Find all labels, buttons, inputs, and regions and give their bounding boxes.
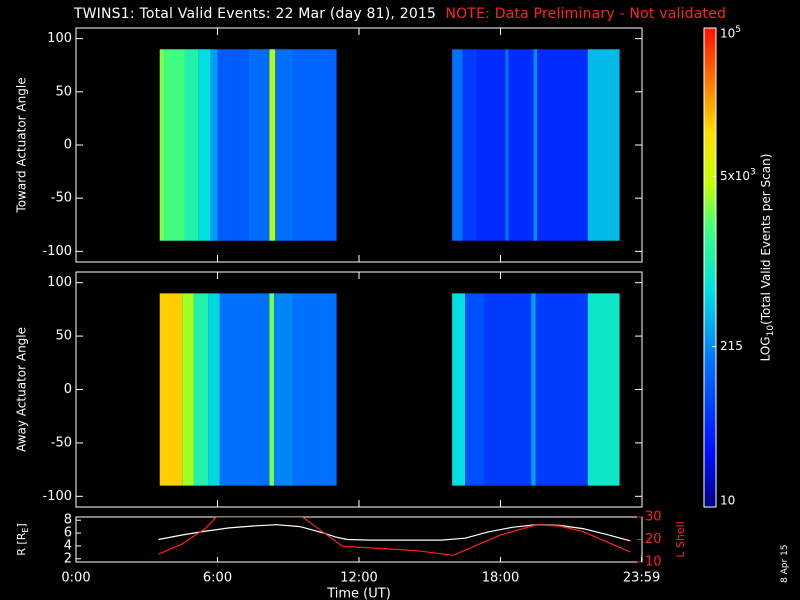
radius-ytick-label: 4 bbox=[64, 538, 72, 553]
radius-line bbox=[158, 524, 631, 542]
toward-heat-column bbox=[452, 49, 463, 241]
toward-heat-column bbox=[476, 49, 506, 241]
colorbar-tick-exp: 5 bbox=[735, 25, 741, 35]
toward-ytick-label: -50 bbox=[51, 191, 72, 206]
time-xtick-label: 23:59 bbox=[623, 571, 660, 586]
away-ytick-label: 100 bbox=[47, 275, 72, 290]
toward-heat-column bbox=[269, 49, 276, 241]
toward-heat-column bbox=[184, 49, 199, 241]
away-heat-column bbox=[465, 293, 484, 486]
radius-ytick-label: 2 bbox=[64, 551, 72, 566]
away-heat-column bbox=[535, 293, 588, 486]
toward-ytick-label: 100 bbox=[47, 31, 72, 46]
radius-ytick-label: 8 bbox=[64, 513, 72, 528]
away-heat-column bbox=[159, 293, 183, 486]
colorbar-tick-label: 215 bbox=[720, 339, 743, 353]
toward-heat-column bbox=[505, 49, 509, 241]
away-heat-column bbox=[208, 293, 220, 486]
lshell-ytick-label: 20 bbox=[645, 532, 662, 547]
toward-heat-column bbox=[198, 49, 211, 241]
title-note: NOTE: Data Preliminary - Not validated bbox=[445, 6, 727, 22]
time-xtick-label: 6:00 bbox=[203, 571, 232, 586]
radius-ytick-label: 6 bbox=[64, 526, 72, 541]
away-heat-column bbox=[483, 293, 532, 486]
colorbar-tick-label: 5x103 bbox=[720, 167, 756, 183]
toward-heat-column bbox=[164, 49, 185, 241]
toward-heat-column bbox=[210, 49, 218, 241]
toward-ytick-label: 0 bbox=[64, 138, 72, 153]
toward-heat-column bbox=[537, 49, 588, 241]
colorbar-gradient bbox=[703, 27, 717, 508]
title-main: TWINS1: Total Valid Events: 22 Mar (day … bbox=[73, 6, 437, 22]
toward-heat-column bbox=[248, 49, 270, 241]
away-heat-column bbox=[182, 293, 194, 486]
toward-heat-column bbox=[533, 49, 538, 241]
toward-heat-column bbox=[217, 49, 249, 241]
away-heat-column bbox=[587, 293, 620, 486]
away-ylabel: Away Actuator Angle bbox=[15, 327, 29, 452]
radius-ylabel-sub: E bbox=[21, 528, 30, 533]
time-xtick-label: 0:00 bbox=[61, 571, 90, 586]
colorbar-label-rest: (Total Valid Events per Scan) bbox=[759, 154, 773, 325]
radius-ylabel: R [RE] bbox=[15, 523, 30, 555]
colorbar-tick-label: 105 bbox=[720, 25, 741, 41]
toward-ytick-label: 50 bbox=[55, 84, 72, 99]
away-heat-column bbox=[292, 293, 337, 486]
toward-heat-column bbox=[292, 49, 337, 241]
away-ytick-label: 0 bbox=[64, 382, 72, 397]
away-heat-column bbox=[452, 293, 466, 486]
lshell-line bbox=[158, 517, 631, 556]
chart-title: TWINS1: Total Valid Events: 22 Mar (day … bbox=[0, 6, 800, 22]
away-ytick-label: 50 bbox=[55, 329, 72, 344]
lshell-ytick-label: 30 bbox=[645, 510, 662, 525]
time-xtick-label: 18:00 bbox=[482, 571, 519, 586]
away-heat-column bbox=[219, 293, 270, 486]
toward-heat-column bbox=[508, 49, 534, 241]
lshell-ylabel: L Shell bbox=[674, 521, 687, 557]
away-heat-column bbox=[274, 293, 293, 486]
colorbar-tick-exp: 3 bbox=[750, 167, 756, 177]
colorbar-label-sub: 10 bbox=[766, 325, 776, 337]
away-heat-column bbox=[269, 293, 275, 486]
toward-ytick-label: -100 bbox=[42, 244, 72, 259]
time-xtick-label: 12:00 bbox=[340, 571, 377, 586]
away-heat-column bbox=[531, 293, 536, 486]
away-angle-panel: 100 50 0 -50 -100 Away Actuator Angle bbox=[15, 271, 643, 508]
toward-heat-column bbox=[462, 49, 477, 241]
toward-angle-panel: 100 50 0 -50 -100 Toward Actuator Angle bbox=[15, 27, 643, 263]
date-stamp: 8 Apr 15 bbox=[780, 544, 790, 583]
toward-ylabel: Toward Actuator Angle bbox=[15, 77, 29, 213]
toward-heat-column bbox=[159, 49, 165, 241]
away-ytick-label: -50 bbox=[51, 435, 72, 450]
away-ytick-label: -100 bbox=[42, 489, 72, 504]
toward-heat-column bbox=[587, 49, 620, 241]
colorbar-label: LOG10(Total Valid Events per Scan) bbox=[759, 154, 776, 362]
radius-ylabel-close: ] bbox=[15, 523, 28, 527]
toward-heat-column bbox=[275, 49, 293, 241]
away-heat-column bbox=[193, 293, 209, 486]
lshell-ytick-label: 10 bbox=[645, 555, 662, 570]
time-xlabel: Time (UT) bbox=[326, 587, 391, 600]
colorbar-tick-label: 10 bbox=[720, 494, 735, 508]
